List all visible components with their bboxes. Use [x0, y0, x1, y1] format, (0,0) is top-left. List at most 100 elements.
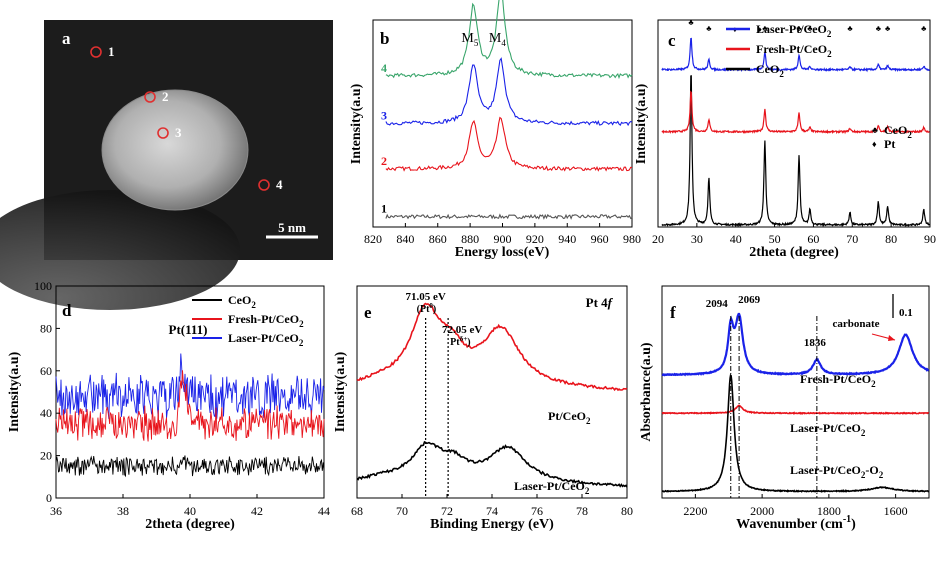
ceo2-peak-marker-88.4: ♣	[921, 24, 927, 33]
x-tick-label-68: 68	[351, 504, 363, 518]
x-tick-label-1600: 1600	[884, 504, 908, 518]
point-label-2: 2	[162, 89, 169, 104]
x-tick-label-30: 30	[691, 232, 703, 246]
x-tick-label-880: 880	[461, 232, 479, 246]
series-fresh-label: Fresh-Pt/CeO2	[800, 372, 876, 389]
point-marker-4	[258, 179, 270, 191]
legend-label-2: Laser-Pt/CeO2	[228, 331, 304, 348]
series-3-line	[385, 57, 633, 127]
x-tick-label-40: 40	[184, 504, 196, 518]
marker-legend-symbol-1: ♦	[872, 139, 877, 149]
x-tick-label-38: 38	[117, 504, 129, 518]
x-tick-label-50: 50	[769, 232, 781, 246]
pt-peak-marker-46.2: ♦	[758, 25, 762, 34]
panel-d-xlabel: 2theta (degree)	[145, 517, 235, 532]
annotation-value-1: 72.05 eV	[442, 324, 482, 336]
panel-e-ylabel: Intensity(a.u)	[333, 351, 348, 432]
annotation-state-0: (Pt0)	[417, 302, 437, 315]
series-3-label: 3	[381, 109, 387, 123]
x-tick-label-70: 70	[846, 232, 858, 246]
series-Laser-Pt/CeO2-line	[55, 353, 325, 419]
point-marker-2	[144, 91, 156, 103]
point-marker-3	[157, 127, 169, 139]
series-Fresh-Pt/CeO2-line	[661, 90, 930, 135]
y-tick-label-0: 0	[46, 491, 52, 505]
series-Laser-Pt/CeO2-line	[661, 37, 931, 73]
series-1-line	[385, 213, 633, 220]
panel-e-title: Pt 4f	[586, 295, 614, 310]
annotation-state-1: Ptδ+)	[450, 335, 470, 348]
legend-label-0: CeO2	[228, 293, 256, 310]
x-tick-label-860: 860	[429, 232, 447, 246]
x-tick-label-940: 940	[558, 232, 576, 246]
panel-a: a 1 2 3 4 5 nm	[0, 20, 333, 310]
x-tick-label-960: 960	[591, 232, 609, 246]
series-2-label: 2	[381, 154, 387, 168]
ceo2-peak-marker-76.7: ♣	[876, 24, 882, 33]
ceo2-peak-marker-69.4: ♣	[847, 24, 853, 33]
panel-e-letter: e	[364, 303, 372, 322]
x-tick-label-1800: 1800	[817, 504, 841, 518]
x-tick-label-42: 42	[251, 504, 263, 518]
x-tick-label-90: 90	[924, 232, 936, 246]
panel-b-ylabel: Intensity(a.u)	[349, 83, 364, 164]
panel-e: e Pt 4f Pt/CeO2 Laser-Pt/CeO2 71.05 eV(Pt0…	[333, 285, 633, 532]
panel-e-xlabel: Binding Energy (eV)	[430, 517, 554, 532]
panel-c-xlabel: 2theta (degree)	[749, 245, 839, 260]
x-tick-label-74: 74	[486, 504, 498, 518]
ceo2-peak-marker-33.1: ♣	[706, 24, 712, 33]
legend-label-1: Fresh-Pt/CeO2	[228, 312, 304, 329]
x-tick-label-840: 840	[396, 232, 414, 246]
marker-legend-label-1: Pt	[884, 137, 895, 151]
series-2-line	[385, 116, 633, 172]
panel-e-frame	[356, 285, 628, 499]
panel-f: f Fresh-Pt/CeO2 Laser-Pt/CeO2 Laser-Pt/CeO…	[639, 285, 930, 532]
x-tick-label-2000: 2000	[750, 504, 774, 518]
x-tick-label-80: 80	[621, 504, 633, 518]
ceo2-peak-marker-79.1: ♣	[885, 24, 891, 33]
series-laser-label: Laser-Pt/CeO2	[790, 421, 866, 438]
panel-f-letter: f	[670, 303, 676, 322]
x-tick-label-2200: 2200	[683, 504, 707, 518]
x-tick-label-36: 36	[50, 504, 62, 518]
scale-bar-label: 5 nm	[278, 220, 306, 235]
x-tick-label-60: 60	[807, 232, 819, 246]
x-tick-label-900: 900	[494, 232, 512, 246]
ceo2-peak-marker-28.5: ♣	[688, 18, 694, 27]
legend-label-0: Laser-Pt/CeO2	[756, 22, 832, 39]
panel-b: b 1 2 3 4 M5 M4 820 840 860 880 900 920 940 960 980 E…	[349, 0, 641, 260]
series-laser-pt-ceo2-label: Laser-Pt/CeO2	[514, 479, 590, 496]
panel-d-ylabel: Intensity(a.u)	[7, 351, 22, 432]
series-4-line	[385, 0, 633, 80]
series-CeO2-line	[661, 75, 931, 228]
panel-a-letter: a	[62, 29, 71, 48]
panel-c-ylabel: Intensity(a.u)	[634, 83, 649, 164]
x-tick-label-980: 980	[623, 232, 641, 246]
series-4-label: 4	[381, 61, 387, 75]
carbonate-arrow-head	[888, 335, 895, 341]
y-tick-label-60: 60	[40, 364, 52, 378]
panel-c-frame	[657, 19, 931, 228]
x-tick-label-44: 44	[318, 504, 330, 518]
series-Laser-Pt/CeO2-line	[356, 440, 628, 488]
series-pt-ceo2-label: Pt/CeO2	[548, 409, 591, 426]
panel-d-letter: d	[62, 301, 72, 320]
panel-f-ylabel: Absorbance(a.u)	[639, 342, 654, 442]
tem-nanoparticle	[102, 90, 248, 210]
scale-bar-f-label: 0.1	[899, 307, 913, 319]
point-label-4: 4	[276, 177, 283, 192]
series-Fresh-Pt/CeO2-line	[661, 312, 930, 377]
peak-label-M4: M4	[489, 31, 506, 48]
series-1-label: 1	[381, 202, 387, 216]
point-label-1: 1	[108, 44, 115, 59]
y-tick-label-40: 40	[40, 406, 52, 420]
legend-label-1: Fresh-Pt/CeO2	[756, 42, 832, 59]
x-tick-label-76: 76	[531, 504, 543, 518]
panel-f-frame	[661, 285, 930, 499]
x-tick-label-20: 20	[652, 232, 664, 246]
series-laser-o2-label: Laser-Pt/CeO2-O2	[790, 463, 884, 480]
point-label-3: 3	[175, 125, 182, 140]
tem-support-region	[0, 190, 240, 310]
panel-f-xlabel: Wavenumber (cm-1)	[736, 514, 856, 532]
